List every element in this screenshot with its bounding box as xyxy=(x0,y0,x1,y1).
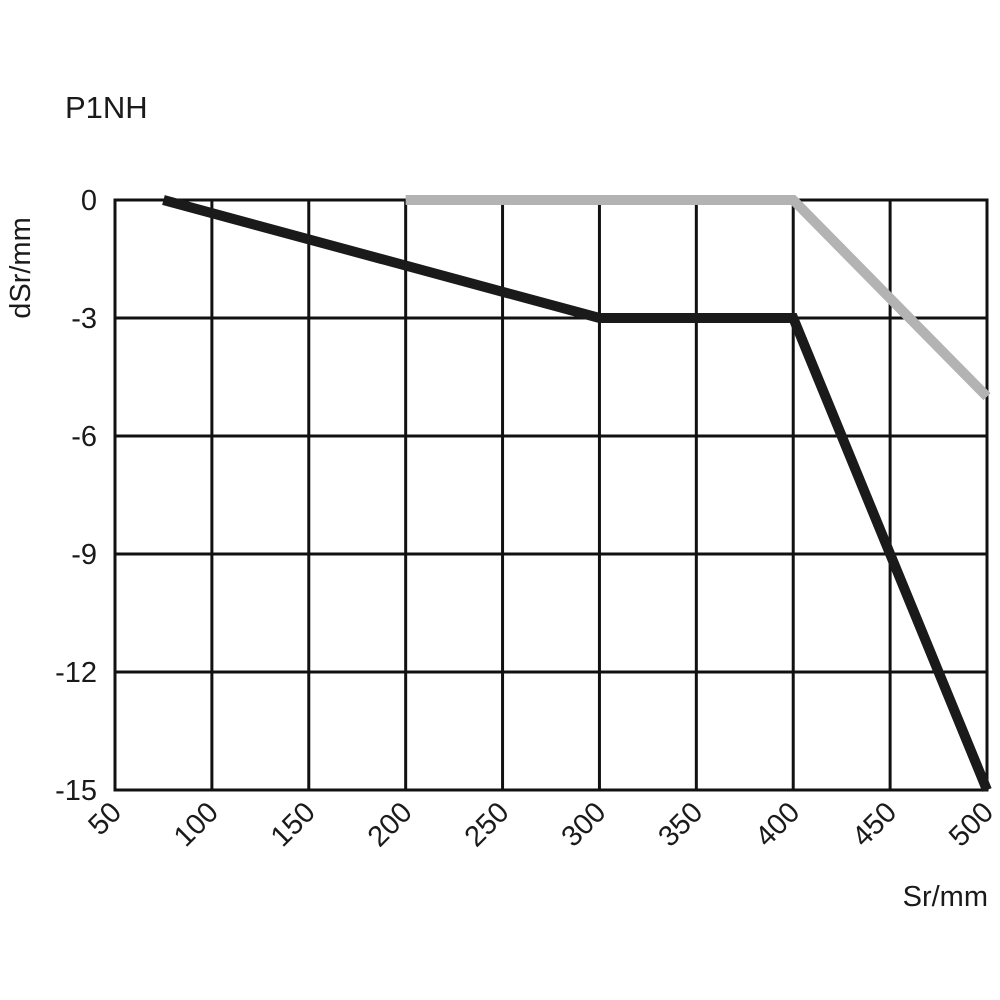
y-tick-label-4: -12 xyxy=(55,657,97,689)
series-line-0 xyxy=(162,195,992,792)
y-tick-label-5: -15 xyxy=(55,775,97,807)
x-tick-label-7: 400 xyxy=(749,796,806,853)
x-tick-label-1: 100 xyxy=(168,796,225,853)
series-layer xyxy=(162,195,992,792)
x-tick-label-4: 250 xyxy=(459,796,516,853)
plot-frame xyxy=(113,198,989,792)
x-tick-label-5: 300 xyxy=(556,796,613,853)
series-line-1 xyxy=(405,195,991,401)
x-tick-label-9: 500 xyxy=(943,796,1000,853)
y-tick-label-2: -6 xyxy=(71,421,97,453)
x-tick-label-3: 200 xyxy=(362,796,419,853)
y-tick-label-3: -9 xyxy=(71,539,97,571)
x-tick-label-6: 350 xyxy=(652,796,709,853)
y-tick-label-0: 0 xyxy=(81,185,97,217)
chart-title: P1NH xyxy=(65,90,148,125)
x-axis-label: Sr/mm xyxy=(903,881,988,913)
grid xyxy=(113,198,989,792)
y-tick-label-1: -3 xyxy=(71,303,97,335)
x-tick-label-2: 150 xyxy=(265,796,322,853)
y-axis-label: dSr/mm xyxy=(5,217,37,319)
x-tick-label-8: 450 xyxy=(846,796,903,853)
